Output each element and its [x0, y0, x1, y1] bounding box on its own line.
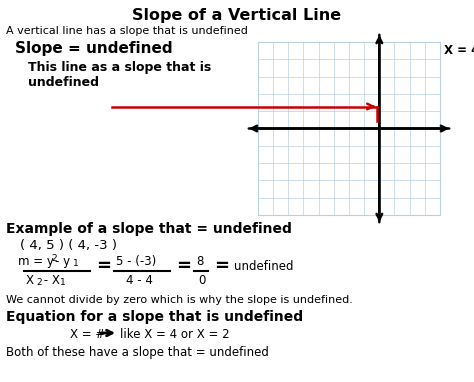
Text: - y: - y — [55, 255, 70, 268]
Text: Slope of a Vertical Line: Slope of a Vertical Line — [132, 8, 342, 23]
Text: Slope = undefined: Slope = undefined — [15, 41, 173, 56]
Text: m = y: m = y — [18, 255, 54, 268]
Text: 2: 2 — [51, 254, 56, 263]
Text: 2: 2 — [36, 278, 42, 287]
Text: We cannot divide by zero which is why the slope is undefined.: We cannot divide by zero which is why th… — [6, 295, 353, 305]
Text: Equation for a slope that is undefined: Equation for a slope that is undefined — [6, 310, 303, 324]
Text: X = #: X = # — [70, 328, 105, 341]
Text: 4 - 4: 4 - 4 — [126, 274, 153, 287]
Text: 1: 1 — [60, 278, 66, 287]
Text: undefined: undefined — [234, 259, 293, 272]
Text: This line as a slope that is: This line as a slope that is — [28, 61, 211, 74]
Text: 0: 0 — [198, 274, 205, 287]
Text: =: = — [214, 257, 229, 275]
Text: 1: 1 — [73, 259, 79, 268]
Text: =: = — [96, 257, 111, 275]
Text: 5 - (-3): 5 - (-3) — [116, 255, 156, 268]
Text: 8: 8 — [196, 255, 203, 268]
Text: ( 4, 5 ) ( 4, -3 ): ( 4, 5 ) ( 4, -3 ) — [20, 239, 117, 252]
Text: X = 4: X = 4 — [444, 44, 474, 57]
Text: Both of these have a slope that = undefined: Both of these have a slope that = undefi… — [6, 346, 269, 359]
Text: - X: - X — [40, 274, 60, 287]
Text: Example of a slope that = undefined: Example of a slope that = undefined — [6, 222, 292, 236]
Text: =: = — [176, 257, 191, 275]
Text: A vertical line has a slope that is undefined: A vertical line has a slope that is unde… — [6, 26, 248, 36]
Text: X: X — [26, 274, 34, 287]
Text: like X = 4 or X = 2: like X = 4 or X = 2 — [120, 328, 229, 341]
Text: undefined: undefined — [28, 76, 99, 89]
